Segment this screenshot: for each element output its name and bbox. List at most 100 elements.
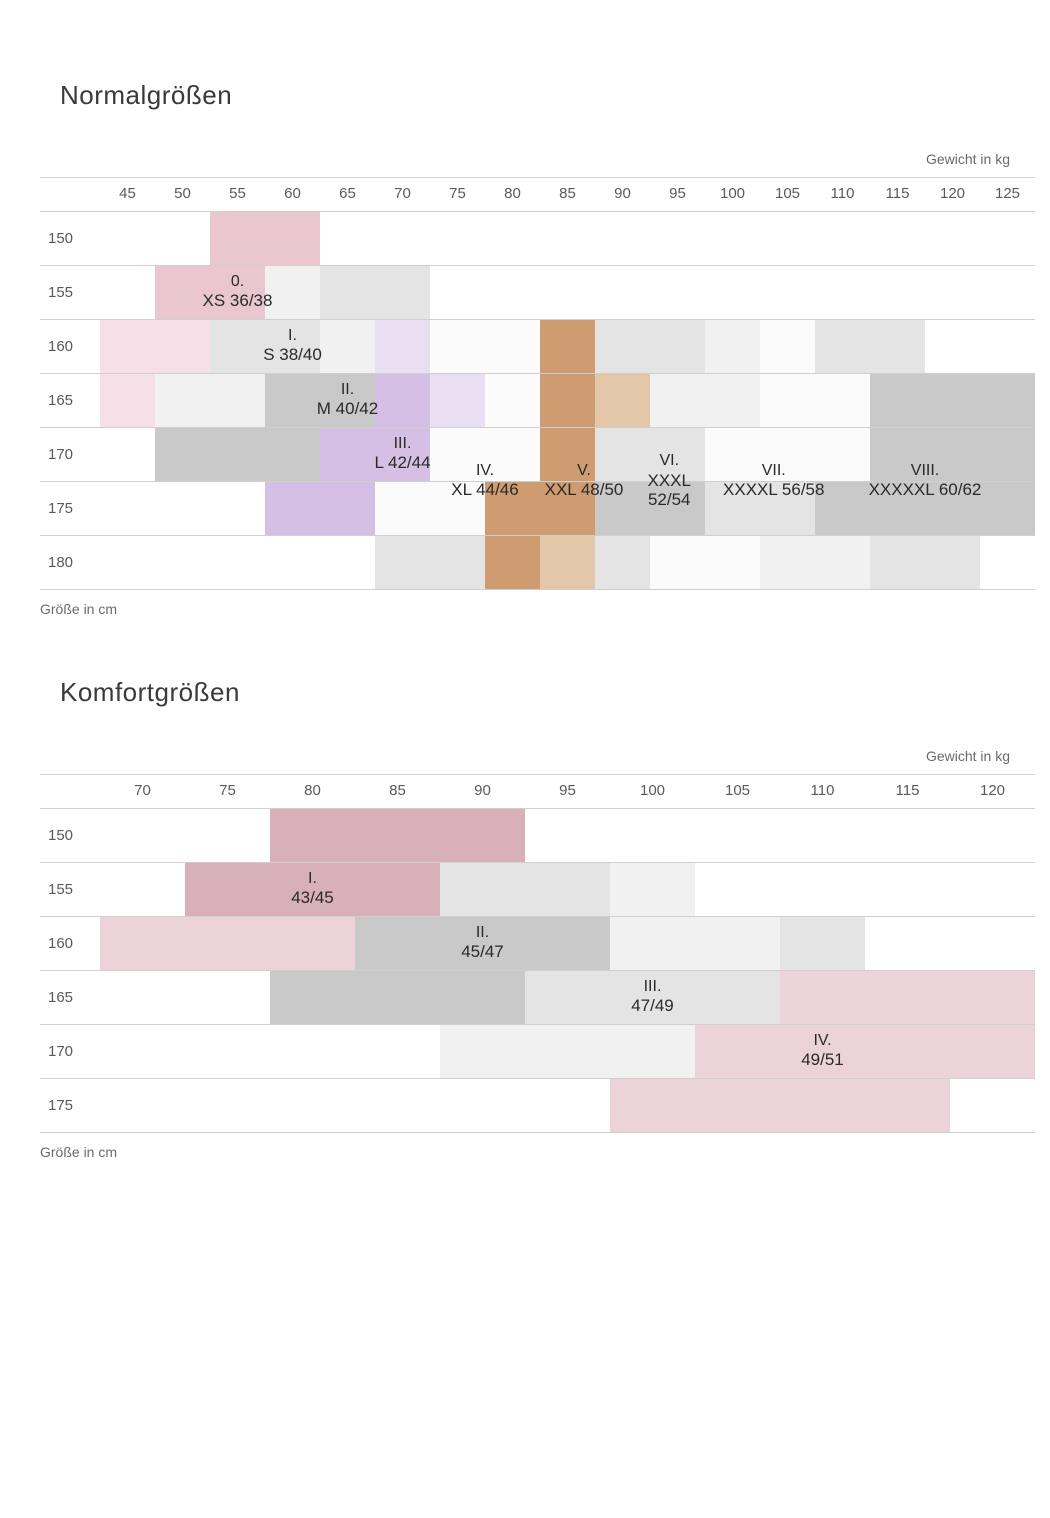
size-cell <box>650 374 760 427</box>
size-cell <box>650 536 760 589</box>
height-tick: 150 <box>40 808 90 862</box>
weight-tick: 120 <box>980 774 1005 808</box>
size-cell <box>270 971 525 1024</box>
weight-tick: 70 <box>134 774 151 808</box>
height-tick: 155 <box>40 862 90 916</box>
height-tick: 175 <box>40 1078 90 1132</box>
height-tick: 155 <box>40 265 90 319</box>
weight-tick: 60 <box>284 177 301 211</box>
weight-tick: 110 <box>831 177 855 211</box>
size-cell <box>100 374 155 427</box>
size-cell <box>540 374 595 427</box>
size-cell <box>610 1079 950 1132</box>
size-label: IV.XL 44/46 <box>430 427 540 535</box>
size-cell <box>430 320 540 373</box>
weight-tick: 110 <box>811 774 835 808</box>
size-label: IV.49/51 <box>738 1024 908 1078</box>
size-cell <box>210 212 320 265</box>
weight-tick: 70 <box>394 177 411 211</box>
height-tick: 160 <box>40 319 90 373</box>
weight-tick: 90 <box>614 177 631 211</box>
weight-tick: 120 <box>940 177 965 211</box>
size-label: V.XXL 48/50 <box>540 427 628 535</box>
normal-height-unit: Größe in cm <box>40 601 1030 617</box>
normal-chart-wrap: 45 50 55 60 65 70 75 80 85 90 95 100 105 110 115 120 125… <box>20 177 1030 589</box>
size-cell <box>815 320 925 373</box>
size-label: III.47/49 <box>568 970 738 1024</box>
size-label: I.43/45 <box>228 862 398 916</box>
weight-tick: 115 <box>886 177 910 211</box>
size-cell <box>595 320 705 373</box>
size-label: VII.XXXXL 56/58 <box>705 427 843 535</box>
size-cell <box>540 320 595 373</box>
size-cell <box>870 536 980 589</box>
weight-tick: 95 <box>669 177 686 211</box>
weight-tick: 125 <box>995 177 1020 211</box>
height-tick: 160 <box>40 916 90 970</box>
komfort-section: Komfortgrößen Gewicht in kg 70 75 80 85 90 95… <box>20 677 1030 1160</box>
size-cell <box>320 266 430 319</box>
height-tick: 170 <box>40 1024 90 1078</box>
size-cell <box>760 374 870 427</box>
size-cell <box>540 536 595 589</box>
size-cell <box>485 374 540 427</box>
size-cell <box>610 863 695 916</box>
height-tick: 165 <box>40 373 90 427</box>
size-cell <box>100 320 210 373</box>
weight-tick: 45 <box>119 177 136 211</box>
weight-tick: 50 <box>174 177 191 211</box>
weight-tick: 100 <box>640 774 665 808</box>
weight-tick: 90 <box>474 774 491 808</box>
weight-tick: 115 <box>896 774 920 808</box>
size-cell <box>595 536 650 589</box>
height-tick: 170 <box>40 427 90 481</box>
size-label: I.S 38/40 <box>210 319 375 373</box>
size-cell <box>265 482 375 535</box>
size-cell <box>155 428 320 481</box>
weight-tick: 75 <box>449 177 466 211</box>
size-cell <box>870 374 1035 427</box>
weight-tick: 105 <box>725 774 750 808</box>
komfort-weight-unit: Gewicht in kg <box>20 748 1010 764</box>
size-cell <box>780 971 1035 1024</box>
size-cell <box>760 536 870 589</box>
size-label: II.45/47 <box>398 916 568 970</box>
normal-weight-unit: Gewicht in kg <box>20 151 1010 167</box>
weight-tick: 85 <box>389 774 406 808</box>
size-cell <box>485 536 540 589</box>
weight-tick: 75 <box>219 774 236 808</box>
weight-tick: 80 <box>304 774 321 808</box>
size-cell <box>705 320 760 373</box>
weight-tick: 85 <box>559 177 576 211</box>
normal-section: Normalgrößen Gewicht in kg 45 50 55 60 65 70 7… <box>20 80 1030 617</box>
size-cell <box>440 863 610 916</box>
height-tick: 150 <box>40 211 90 265</box>
weight-tick: 80 <box>504 177 521 211</box>
height-tick: 175 <box>40 481 90 535</box>
size-cell <box>595 374 650 427</box>
size-cell <box>375 536 485 589</box>
normal-chart: 45 50 55 60 65 70 75 80 85 90 95 100 105 110 115 120 125… <box>40 177 1035 589</box>
komfort-chart: 7075808590951001051101151201501551601651… <box>40 774 1035 1132</box>
weight-tick: 105 <box>775 177 800 211</box>
size-label: VI.XXXL 52/54 <box>623 427 717 535</box>
weight-tick: 65 <box>339 177 356 211</box>
size-label: VIII.XXXXXL 60/62 <box>843 427 1008 535</box>
komfort-height-unit: Größe in cm <box>40 1144 1030 1160</box>
size-cell <box>430 374 485 427</box>
size-label: II.M 40/42 <box>265 373 430 427</box>
size-cell <box>760 320 815 373</box>
size-cell <box>780 917 865 970</box>
komfort-chart-wrap: 7075808590951001051101151201501551601651… <box>20 774 1030 1132</box>
weight-tick: 55 <box>229 177 246 211</box>
height-tick: 165 <box>40 970 90 1024</box>
normal-title: Normalgrößen <box>60 80 1030 111</box>
height-tick: 180 <box>40 535 90 589</box>
size-cell <box>155 374 265 427</box>
weight-tick: 95 <box>559 774 576 808</box>
size-cell <box>375 320 430 373</box>
size-cell <box>270 809 525 862</box>
size-cell <box>610 917 780 970</box>
komfort-title: Komfortgrößen <box>60 677 1030 708</box>
weight-tick: 100 <box>720 177 745 211</box>
